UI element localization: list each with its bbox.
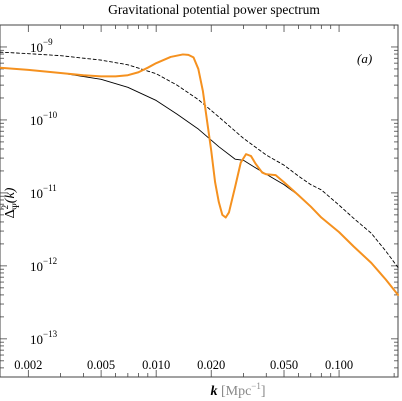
svg-text:Δ2Ψ(k): Δ2Ψ(k): [0, 187, 21, 218]
x-axis-label-exp: −1: [251, 381, 261, 391]
y-tick-label: 10−9: [30, 37, 53, 55]
x-tick-label: 0.050: [270, 358, 298, 372]
y-axis-label-prefix: Δ: [3, 209, 18, 218]
x-tick-label: 0.005: [87, 358, 115, 372]
y-tick-label: 10−10: [30, 110, 58, 128]
y-axis-label-suffix: (k): [3, 187, 18, 203]
y-tick-label: 10−11: [30, 183, 57, 201]
series-line-3: [0, 53, 399, 296]
x-axis-label-var: k: [210, 384, 217, 399]
x-axis-label-close: ]: [261, 384, 266, 399]
y-axis-label-sup: 2: [0, 205, 10, 210]
plot-frame: [0, 24, 399, 378]
series-line-1: [0, 51, 399, 268]
y-tick-label: 10−13: [30, 329, 58, 347]
x-axis-label: k [Mpc−1]: [210, 381, 265, 399]
panel-label: (a): [357, 51, 372, 66]
y-axis-label: Δ2Ψ(k): [0, 187, 21, 218]
y-axis-label-sub: Ψ: [11, 203, 21, 210]
y-tick-label: 10−12: [30, 256, 57, 274]
series-layer: [0, 51, 399, 296]
chart-title: Gravitational potential power spectrum: [108, 2, 320, 17]
x-tick-labels: 0.002 0.005 0.010 0.020 0.050 0.100: [14, 358, 353, 372]
y-tick-labels: 10−9 10−10 10−11 10−12 10−13: [30, 37, 58, 347]
x-axis-label-unit: [Mpc: [221, 384, 251, 399]
x-tick-label: 0.010: [142, 358, 170, 372]
x-tick-label: 0.002: [14, 358, 42, 372]
x-tick-label: 0.100: [325, 358, 353, 372]
tick-marks: [0, 24, 398, 378]
x-tick-label: 0.020: [197, 358, 225, 372]
series-line-2: [0, 67, 399, 296]
